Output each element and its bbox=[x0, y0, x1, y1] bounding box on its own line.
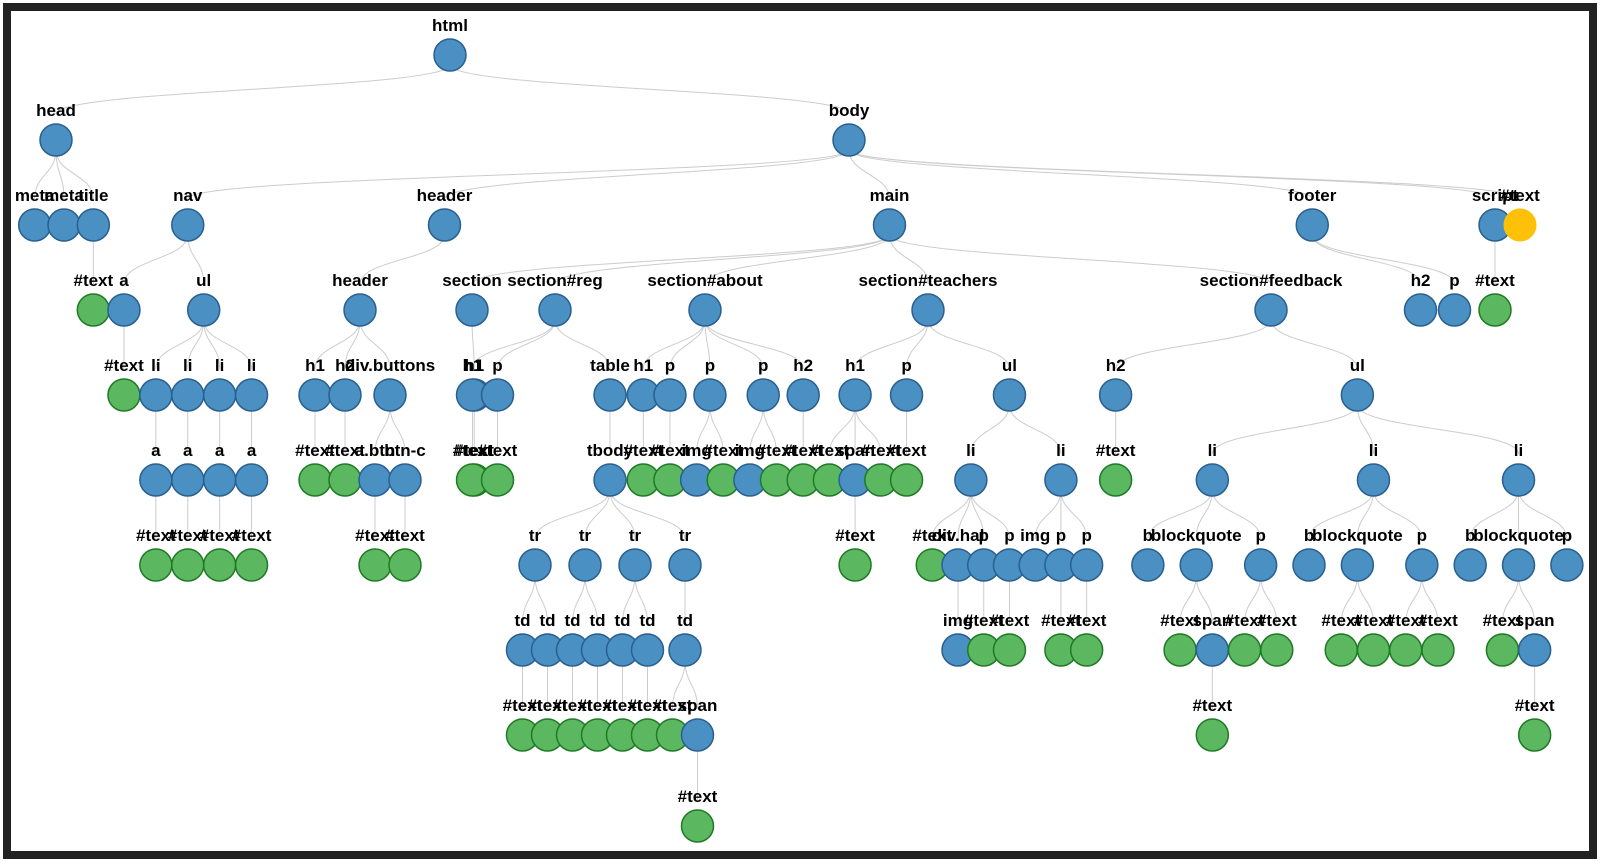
svg-text:li: li bbox=[247, 356, 256, 375]
svg-text:#text: #text bbox=[1500, 186, 1540, 205]
svg-text:p: p bbox=[705, 356, 715, 375]
svg-text:p: p bbox=[492, 356, 502, 375]
svg-text:#text: #text bbox=[73, 271, 113, 290]
svg-text:#text: #text bbox=[104, 356, 144, 375]
svg-text:td: td bbox=[514, 611, 530, 630]
svg-text:body: body bbox=[829, 101, 870, 120]
svg-text:#text: #text bbox=[1475, 271, 1515, 290]
svg-text:table: table bbox=[590, 356, 630, 375]
svg-text:li: li bbox=[215, 356, 224, 375]
svg-text:p: p bbox=[1417, 526, 1427, 545]
svg-text:li: li bbox=[966, 441, 975, 460]
svg-text:#text: #text bbox=[1096, 441, 1136, 460]
svg-text:a: a bbox=[119, 271, 129, 290]
svg-text:span: span bbox=[678, 696, 718, 715]
svg-text:section#feedback: section#feedback bbox=[1200, 271, 1343, 290]
svg-text:td: td bbox=[677, 611, 693, 630]
svg-text:li: li bbox=[1208, 441, 1217, 460]
svg-text:#text: #text bbox=[478, 441, 518, 460]
svg-text:a: a bbox=[215, 441, 225, 460]
svg-text:p: p bbox=[1255, 526, 1265, 545]
svg-text:ul: ul bbox=[1002, 356, 1017, 375]
svg-text:section#reg: section#reg bbox=[507, 271, 602, 290]
svg-text:blockquote: blockquote bbox=[1151, 526, 1242, 545]
svg-text:#text: #text bbox=[1418, 611, 1458, 630]
svg-text:section#teachers: section#teachers bbox=[859, 271, 998, 290]
svg-text:td: td bbox=[639, 611, 655, 630]
svg-text:nav: nav bbox=[173, 186, 203, 205]
svg-text:td: td bbox=[539, 611, 555, 630]
svg-text:p: p bbox=[665, 356, 675, 375]
svg-text:tr: tr bbox=[679, 526, 692, 545]
svg-text:h1: h1 bbox=[305, 356, 325, 375]
svg-text:h1: h1 bbox=[845, 356, 865, 375]
svg-text:p: p bbox=[979, 526, 989, 545]
svg-text:blockquote: blockquote bbox=[1312, 526, 1403, 545]
svg-text:a: a bbox=[151, 441, 161, 460]
svg-text:img: img bbox=[1020, 526, 1050, 545]
svg-text:td: td bbox=[564, 611, 580, 630]
svg-text:#text: #text bbox=[887, 441, 927, 460]
svg-text:#text: #text bbox=[678, 787, 718, 806]
svg-text:tr: tr bbox=[579, 526, 592, 545]
svg-text:p: p bbox=[901, 356, 911, 375]
svg-text:#text: #text bbox=[990, 611, 1030, 630]
svg-text:html: html bbox=[432, 16, 468, 35]
svg-text:tr: tr bbox=[629, 526, 642, 545]
svg-text:li: li bbox=[1369, 441, 1378, 460]
svg-text:section#about: section#about bbox=[647, 271, 763, 290]
svg-text:li: li bbox=[183, 356, 192, 375]
svg-text:main: main bbox=[870, 186, 910, 205]
svg-text:h1: h1 bbox=[463, 356, 483, 375]
svg-text:h1: h1 bbox=[633, 356, 653, 375]
svg-text:head: head bbox=[36, 101, 76, 120]
svg-text:h2: h2 bbox=[1411, 271, 1431, 290]
svg-text:li: li bbox=[1514, 441, 1523, 460]
svg-text:li: li bbox=[1056, 441, 1065, 460]
svg-text:title: title bbox=[78, 186, 108, 205]
svg-text:ul: ul bbox=[196, 271, 211, 290]
svg-text:#text: #text bbox=[385, 526, 425, 545]
svg-text:p: p bbox=[1056, 526, 1066, 545]
svg-text:h2: h2 bbox=[793, 356, 813, 375]
svg-text:blockquote: blockquote bbox=[1473, 526, 1564, 545]
svg-text:span: span bbox=[1515, 611, 1555, 630]
svg-text:p: p bbox=[758, 356, 768, 375]
svg-text:#text: #text bbox=[1515, 696, 1555, 715]
svg-text:#text: #text bbox=[1067, 611, 1107, 630]
svg-text:h2: h2 bbox=[1106, 356, 1126, 375]
svg-text:#text: #text bbox=[1257, 611, 1297, 630]
svg-text:td: td bbox=[614, 611, 630, 630]
svg-text:p: p bbox=[1004, 526, 1014, 545]
svg-text:btn-c: btn-c bbox=[384, 441, 426, 460]
svg-text:tr: tr bbox=[529, 526, 542, 545]
svg-text:div.buttons: div.buttons bbox=[345, 356, 435, 375]
svg-text:ul: ul bbox=[1350, 356, 1365, 375]
svg-text:footer: footer bbox=[1288, 186, 1337, 205]
svg-text:a: a bbox=[183, 441, 193, 460]
svg-text:section: section bbox=[442, 271, 502, 290]
svg-text:p: p bbox=[1449, 271, 1459, 290]
svg-text:a: a bbox=[247, 441, 257, 460]
svg-text:p: p bbox=[1562, 526, 1572, 545]
svg-text:td: td bbox=[589, 611, 605, 630]
svg-text:p: p bbox=[1081, 526, 1091, 545]
svg-text:#text: #text bbox=[835, 526, 875, 545]
svg-text:header: header bbox=[417, 186, 473, 205]
svg-text:li: li bbox=[151, 356, 160, 375]
svg-text:#text: #text bbox=[232, 526, 272, 545]
svg-text:div.hal: div.hal bbox=[932, 526, 985, 545]
svg-text:#text: #text bbox=[1192, 696, 1232, 715]
svg-text:header: header bbox=[332, 271, 388, 290]
